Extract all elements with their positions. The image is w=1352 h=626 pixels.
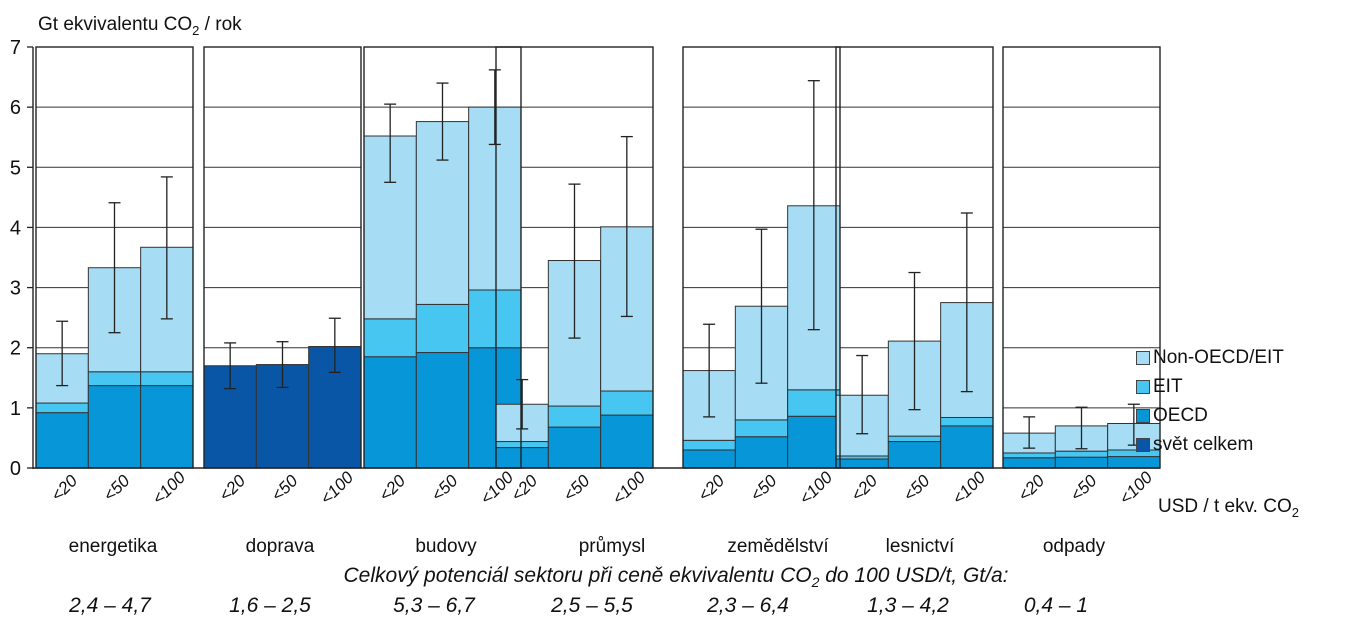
- bar-segment-oecd: [682, 449, 736, 469]
- panel-6: [1003, 47, 1160, 468]
- bar-segment-eit: [363, 318, 417, 358]
- potential-zemedelstvi: 2,3 – 6,4: [707, 594, 789, 617]
- x-tick-label: <20: [847, 471, 881, 505]
- x-tick-label: <100: [609, 467, 650, 508]
- potential-doprava: 1,6 – 2,5: [229, 594, 311, 617]
- bar-segment-oecd: [547, 426, 602, 469]
- sector-label-doprava: doprava: [245, 536, 315, 557]
- sector-label-zemedelstvi: zemědělství: [727, 536, 829, 557]
- x-tick-label: <20: [1014, 471, 1048, 505]
- legend: Non-OECD/EIT EIT OECD svět celkem: [1136, 346, 1284, 462]
- legend-label-nonoecd: Non-OECD/EIT: [1153, 347, 1284, 368]
- y-tick-label: 5: [10, 157, 21, 179]
- legend-item-oecd: OECD: [1136, 404, 1284, 428]
- x-tick-label: <100: [796, 467, 837, 508]
- sector-label-budovy: budovy: [415, 536, 477, 557]
- x-tick-label: <50: [900, 471, 934, 505]
- bar-segment-oecd: [1002, 457, 1056, 469]
- legend-swatch-nonoecd: [1136, 351, 1150, 365]
- potential-odpady: 0,4 – 1: [1023, 594, 1089, 617]
- potential-budovy: 5,3 – 6,7: [393, 594, 475, 617]
- legend-label-world: svět celkem: [1153, 434, 1254, 455]
- bar-segment-oecd: [734, 436, 789, 469]
- x-tick-label: <50: [100, 471, 134, 505]
- bar-segment-eit: [682, 439, 736, 451]
- y-tick-label: 6: [10, 97, 21, 119]
- bar-segment-oecd: [787, 415, 841, 469]
- legend-item-eit: EIT: [1136, 375, 1284, 399]
- y-tick-label: 7: [10, 37, 21, 59]
- bar-segment-oecd: [87, 385, 142, 469]
- bar-segment-eit: [547, 405, 602, 428]
- bar-segment-eit: [734, 419, 789, 438]
- x-tick-label: <50: [268, 471, 302, 505]
- bar-segment-eit: [495, 441, 549, 449]
- potential-lesnictvi: 1,3 – 4,2: [867, 594, 949, 617]
- bar-segment-eit: [468, 289, 522, 349]
- potential-energetika: 2,4 – 4,7: [69, 594, 151, 617]
- bar-segment-oecd: [835, 458, 889, 469]
- bar-segment-eit: [87, 371, 142, 387]
- bar-segment-eit: [787, 389, 841, 417]
- bar-segment-oecd: [940, 425, 994, 469]
- bar-segment-oecd: [600, 414, 654, 469]
- potential-prumysl: 2,5 – 5,5: [551, 594, 633, 617]
- bar-segment-oecd: [887, 441, 942, 469]
- y-tick-label: 4: [10, 217, 21, 239]
- x-tick-label: <20: [375, 471, 409, 505]
- bar-segment-oecd: [1054, 456, 1109, 469]
- x-tick-label: <20: [694, 471, 728, 505]
- legend-swatch-world: [1136, 438, 1150, 452]
- bar-segment-eit: [940, 416, 994, 427]
- bar-segment-oecd: [35, 412, 89, 469]
- sector-label-energetika: energetika: [68, 536, 158, 557]
- bar-segment-oecd: [495, 447, 549, 469]
- x-tick-label: <20: [215, 471, 249, 505]
- legend-swatch-eit: [1136, 380, 1150, 394]
- legend-label-oecd: OECD: [1153, 405, 1208, 426]
- legend-swatch-oecd: [1136, 409, 1150, 423]
- bar-segment-oecd: [415, 352, 470, 469]
- x-tick-label: <50: [428, 471, 462, 505]
- bar-segment-oecd: [363, 356, 417, 469]
- bar-segment-eit: [35, 402, 89, 414]
- x-tick-label: <100: [149, 467, 190, 508]
- x-tick-label: <50: [1067, 471, 1101, 505]
- bar-segment-eit: [600, 390, 654, 416]
- sector-label-prumysl: průmysl: [578, 536, 646, 557]
- x-axis-unit-label: USD / t ekv. CO2: [1158, 496, 1299, 520]
- x-tick-label: <20: [47, 471, 81, 505]
- bar-segment-eit: [415, 303, 470, 354]
- sector-label-lesnictvi: lesnictví: [885, 536, 955, 557]
- x-tick-label: <100: [1116, 467, 1157, 508]
- legend-item-world: svět celkem: [1136, 433, 1284, 457]
- bar-segment-eit: [1054, 450, 1109, 458]
- bar-segment-eit: [1002, 452, 1056, 459]
- bar-segment-eit: [887, 435, 942, 443]
- y-tick-label: 1: [10, 398, 21, 420]
- x-tick-label: <100: [317, 467, 358, 508]
- y-axis-label: Gt ekvivalentu CO2 / rok: [38, 14, 242, 38]
- potential-title: Celkový potenciál sektoru při ceně ekviv…: [343, 564, 1009, 591]
- legend-item-nonoecd: Non-OECD/EIT: [1136, 346, 1284, 370]
- y-tick-label: 0: [10, 458, 21, 480]
- sector-label-odpady: odpady: [1042, 536, 1106, 557]
- x-tick-label: <20: [507, 471, 541, 505]
- x-tick-label: <100: [949, 467, 990, 508]
- bar-segment-oecd: [140, 385, 194, 469]
- x-tick-label: <50: [560, 471, 594, 505]
- legend-label-eit: EIT: [1153, 376, 1183, 397]
- y-tick-label: 2: [10, 338, 21, 360]
- x-tick-label: <50: [747, 471, 781, 505]
- y-tick-label: 3: [10, 278, 21, 300]
- bar-segment-eit: [140, 371, 194, 387]
